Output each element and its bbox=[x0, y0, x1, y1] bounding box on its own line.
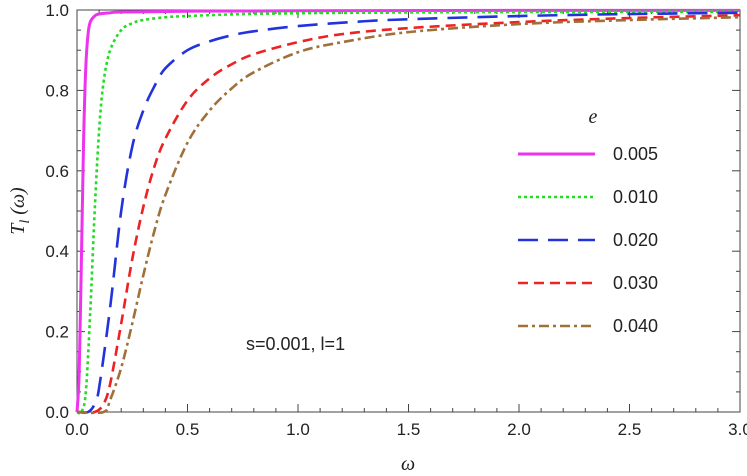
series-line-0.005 bbox=[75, 8, 741, 413]
y-axis-label-sub: l bbox=[18, 220, 33, 224]
legend-label: 0.040 bbox=[613, 316, 658, 336]
series-line-0.020 bbox=[76, 11, 741, 414]
x-tick-label: 0.0 bbox=[65, 420, 89, 439]
y-tick-labels: 0.0 0.2 0.4 0.6 0.8 1.0 bbox=[45, 1, 69, 422]
x-tick-label: 0.5 bbox=[176, 420, 200, 439]
plot-frame bbox=[76, 9, 741, 413]
y-tick-label: 1.0 bbox=[45, 1, 69, 20]
series-line-0.010 bbox=[76, 10, 741, 415]
legend-label: 0.030 bbox=[613, 273, 658, 293]
legend-title: e bbox=[589, 106, 598, 128]
x-tick-label: 2.0 bbox=[507, 420, 531, 439]
y-tick-label: 0.8 bbox=[45, 81, 69, 100]
series-line-0.030 bbox=[76, 13, 741, 414]
annotation: s=0.001, l=1 bbox=[246, 334, 345, 354]
legend-label: 0.010 bbox=[613, 187, 658, 207]
y-axis-label: Tl (ω) bbox=[7, 187, 33, 235]
y-tick-label: 0.4 bbox=[45, 242, 69, 261]
x-tick-label: 1.5 bbox=[397, 420, 421, 439]
y-tick-label: 0.6 bbox=[45, 162, 69, 181]
series-curves bbox=[75, 8, 741, 415]
y-tick-label: 0.0 bbox=[45, 403, 69, 422]
legend: 0.005 0.010 0.020 0.030 0.040 bbox=[518, 144, 658, 336]
y-axis-label-arg: (ω) bbox=[7, 187, 29, 220]
series-line-0.040 bbox=[76, 15, 741, 415]
x-tick-labels: 0.0 0.5 1.0 1.5 2.0 2.5 3.0 bbox=[65, 420, 747, 439]
x-tick-label: 3.0 bbox=[728, 420, 747, 439]
y-tick-label: 0.2 bbox=[45, 323, 69, 342]
x-tick-label: 1.0 bbox=[286, 420, 310, 439]
x-tick-label: 2.5 bbox=[618, 420, 642, 439]
legend-label: 0.005 bbox=[613, 144, 658, 164]
x-axis-label: ω bbox=[401, 453, 415, 475]
y-axis-label-main: T bbox=[7, 222, 29, 235]
legend-label: 0.020 bbox=[613, 230, 658, 250]
axis-ticks bbox=[76, 9, 741, 413]
